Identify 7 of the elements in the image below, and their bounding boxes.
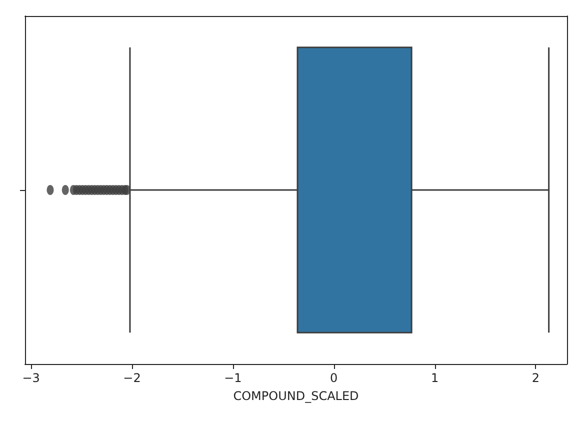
x-tick-label: 2 <box>532 371 540 385</box>
x-tick-label: 1 <box>430 371 439 385</box>
x-tick-label: 0 <box>330 371 338 385</box>
x-tick-label: −1 <box>224 371 242 385</box>
x-tick-label: −3 <box>22 371 40 385</box>
x-axis-title: COMPOUND_SCALED <box>233 389 359 403</box>
x-tick-label: −2 <box>123 371 141 385</box>
